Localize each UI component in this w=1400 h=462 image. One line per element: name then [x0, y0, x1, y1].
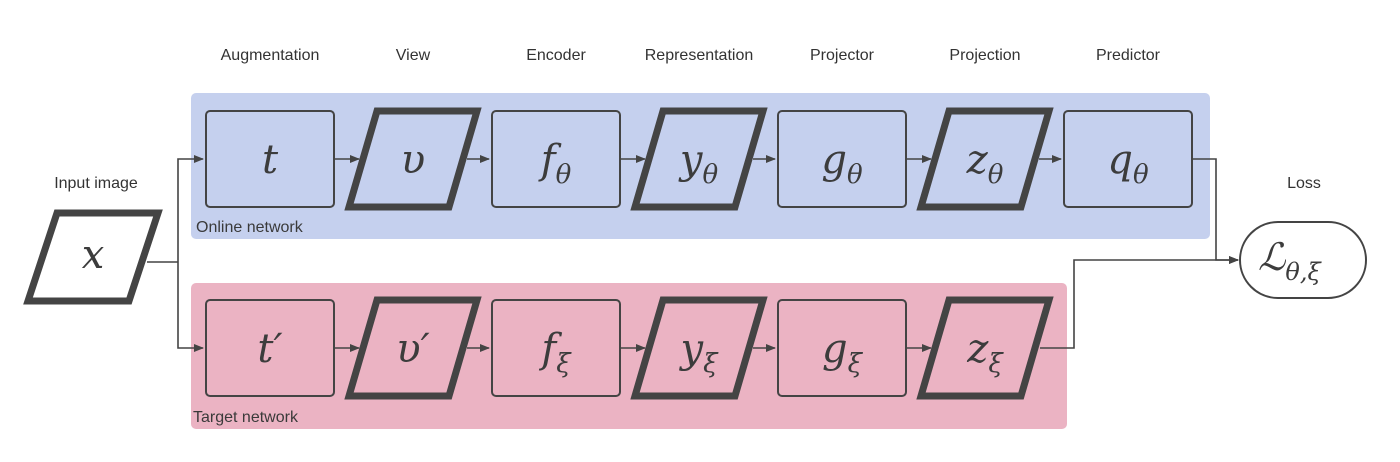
input-image-header: Input image — [54, 175, 138, 192]
online-node-t-box — [205, 110, 335, 208]
nodes: t υ fθ yθ gθ zθ qθ t′ υ′ fξ yξ gξ zξ — [205, 107, 1193, 400]
online-node-z-box — [916, 107, 1054, 211]
input-image-node — [23, 209, 163, 305]
target-node-y-symbol: yξ — [679, 326, 720, 379]
target-network-label: Target network — [193, 409, 299, 426]
target-node-v: υ′ — [344, 296, 482, 400]
online-node-y: yθ — [630, 107, 768, 211]
target-node-t-symbol: t′ — [257, 326, 282, 372]
header-projection: Projection — [949, 47, 1020, 64]
target-node-z-box — [916, 296, 1054, 400]
online-node-y-symbol: yθ — [678, 137, 719, 190]
column-headers: Augmentation View Encoder Representation Pro… — [221, 47, 1161, 64]
target-node-f: fξ — [491, 299, 621, 397]
header-projector: Projector — [810, 47, 875, 64]
target-node-z-symbol: zξ — [966, 326, 1004, 379]
target-node-z: zξ — [916, 296, 1054, 400]
online-node-t: t — [205, 110, 335, 208]
input-symbol: x — [82, 232, 105, 278]
online-node-v-box — [344, 107, 482, 211]
online-node-v-symbol: υ — [401, 137, 425, 183]
target-node-y-box — [630, 296, 768, 400]
online-node-q: qθ — [1063, 110, 1193, 208]
target-node-v-box — [344, 296, 482, 400]
edge-target-projection-to-loss — [1040, 256, 1239, 349]
online-node-z-symbol: zθ — [966, 137, 1004, 190]
online-node-t-symbol: t — [262, 137, 279, 183]
loss-node — [1239, 221, 1367, 299]
online-node-q-symbol: qθ — [1107, 137, 1149, 190]
online-node-v: υ — [344, 107, 482, 211]
online-network-label: Online network — [196, 219, 304, 236]
header-predictor: Predictor — [1096, 47, 1161, 64]
online-node-f: fθ — [491, 110, 621, 208]
target-node-y: yξ — [630, 296, 768, 400]
header-view: View — [396, 47, 431, 64]
online-node-g-symbol: gθ — [821, 137, 863, 190]
target-node-g-symbol: gξ — [822, 326, 864, 379]
edge-input-to-online — [177, 155, 204, 262]
header-augmentation: Augmentation — [221, 47, 320, 64]
online-node-g: gθ — [777, 110, 907, 208]
header-encoder: Encoder — [526, 47, 586, 64]
target-node-v-symbol: υ′ — [396, 326, 429, 372]
target-node-t-box — [205, 299, 335, 397]
target-node-g-box — [777, 299, 907, 397]
online-node-g-box — [777, 110, 907, 208]
edge-input-to-target — [177, 262, 204, 352]
online-node-q-box — [1063, 110, 1193, 208]
online-node-f-box — [491, 110, 621, 208]
connections — [147, 155, 1239, 352]
target-node-t: t′ — [205, 299, 335, 397]
loss-header: Loss — [1287, 175, 1321, 192]
online-node-z: zθ — [916, 107, 1054, 211]
loss-symbol: ℒθ,ξ — [1258, 235, 1322, 286]
online-node-y-box — [630, 107, 768, 211]
target-node-g: gξ — [777, 299, 907, 397]
target-node-f-box — [491, 299, 621, 397]
header-representation: Representation — [645, 47, 754, 64]
